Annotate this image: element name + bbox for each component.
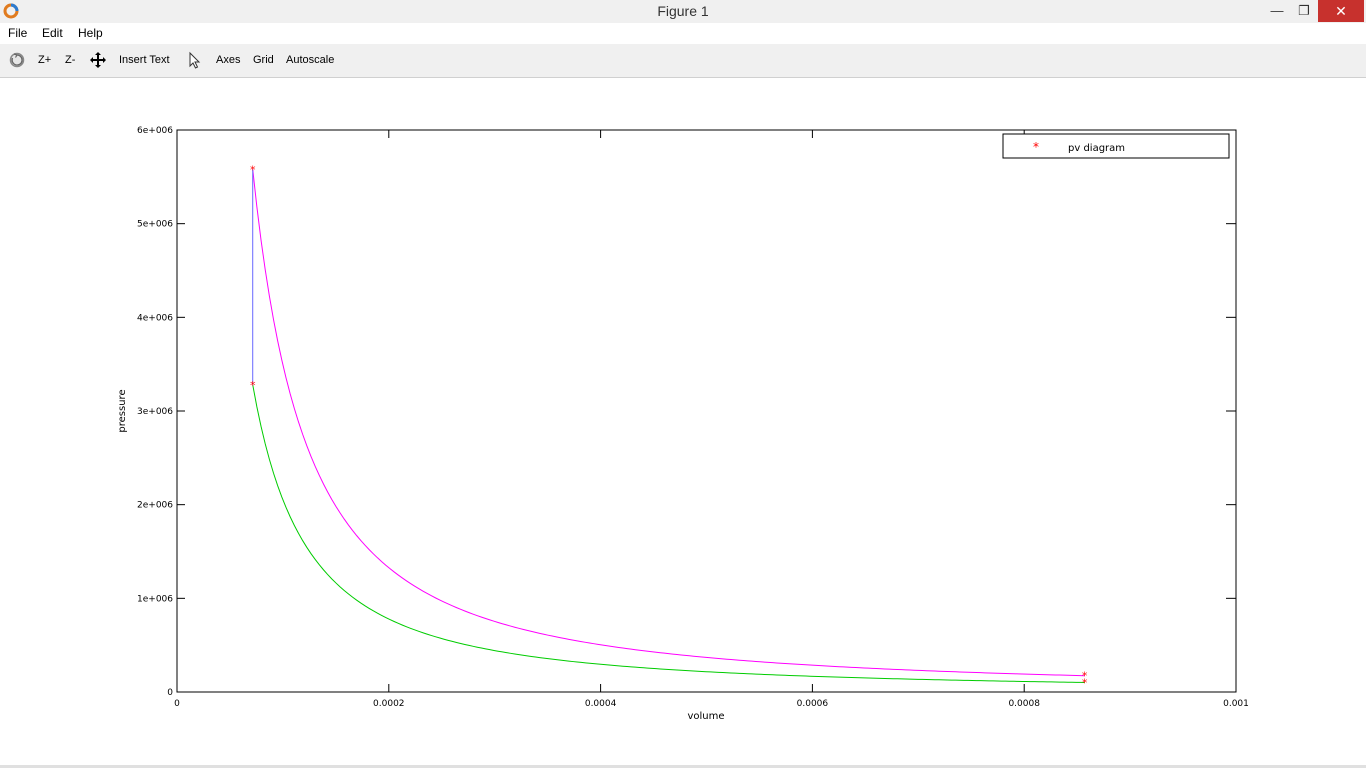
pv-chart[interactable]: 0 0.0002 0.0004 0.0006 0.0008 0.001 0 1e+006 2e+… (0, 78, 1366, 766)
window-title: Figure 1 (657, 3, 709, 19)
minimize-button[interactable]: — (1270, 3, 1284, 18)
y-tick-label: 0 (167, 688, 173, 698)
axes-button[interactable]: Axes (216, 54, 241, 66)
x-tick-label: 0.0006 (797, 699, 829, 709)
y-tick-label: 6e+006 (137, 126, 173, 136)
data-point-marker: * (1082, 670, 1088, 683)
data-point-marker: * (1082, 676, 1088, 689)
y-tick-label: 4e+006 (137, 313, 173, 323)
legend-box (1002, 133, 1230, 159)
zoom-out-button[interactable]: Z- (65, 54, 76, 66)
menu-help[interactable]: Help (78, 26, 103, 40)
bottom-border (0, 765, 1366, 768)
y-axis-label: pressure (117, 389, 128, 432)
legend-marker: * (1033, 140, 1039, 154)
x-axis-label: volume (687, 711, 724, 722)
close-button[interactable]: ✕ (1318, 0, 1364, 22)
title-bar: Figure 1 — ❐ ✕ (0, 0, 1366, 24)
grid-button[interactable]: Grid (253, 54, 274, 66)
plot-area: 0 0.0002 0.0004 0.0006 0.0008 0.001 0 1e+006 2e+… (0, 78, 1366, 766)
y-tick-label: 1e+006 (137, 594, 173, 604)
menu-bar: File Edit Help (0, 23, 1366, 43)
insert-text-button[interactable]: Insert Text (119, 54, 170, 66)
x-tick-label: 0.0002 (373, 699, 405, 709)
menu-file[interactable]: File (8, 26, 28, 40)
zoom-in-button[interactable]: Z+ (38, 54, 52, 66)
series-line-expansion (252, 169, 1085, 677)
select-arrow-icon[interactable] (186, 51, 204, 69)
x-tick-label: 0.0008 (1008, 699, 1040, 709)
axes-frame (176, 129, 1237, 693)
pan-icon[interactable] (89, 51, 107, 69)
x-tick-label: 0.001 (1223, 699, 1249, 709)
legend: * pv diagram (1002, 133, 1230, 159)
toolbar: Z+ Z- Insert Text Axes Grid Autoscale (0, 44, 1366, 78)
x-tick-label: 0.0004 (585, 699, 617, 709)
data-point-marker: * (250, 163, 256, 176)
series-line-compression (252, 384, 1085, 683)
autoscale-button[interactable]: Autoscale (286, 54, 335, 66)
data-point-marker: * (250, 379, 256, 392)
y-tick-label: 5e+006 (137, 220, 173, 230)
x-tick-label: 0 (174, 699, 180, 709)
maximize-button[interactable]: ❐ (1298, 3, 1310, 18)
octave-app-icon (3, 3, 19, 19)
menu-edit[interactable]: Edit (42, 26, 63, 40)
y-tick-label: 2e+006 (137, 501, 173, 511)
y-tick-label: 3e+006 (137, 407, 173, 417)
rotate-icon[interactable] (8, 51, 26, 69)
legend-label: pv diagram (1068, 143, 1125, 154)
